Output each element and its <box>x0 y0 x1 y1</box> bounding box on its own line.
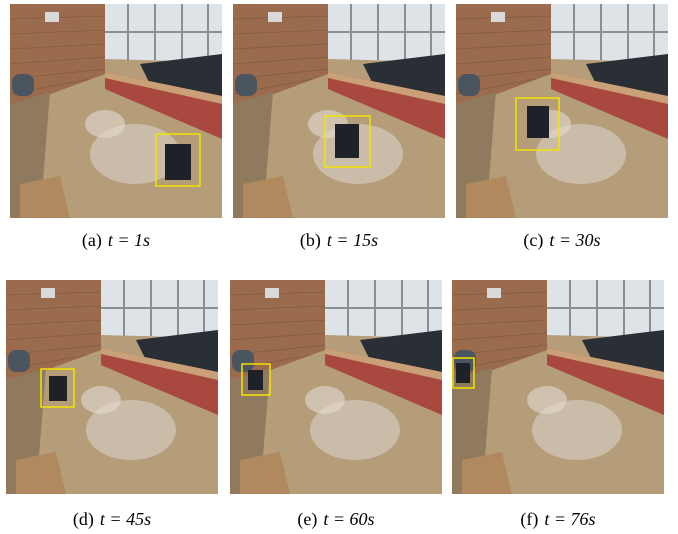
caption-label: (a) <box>82 230 102 250</box>
caption: (b) t = 15s <box>224 230 454 251</box>
photo <box>10 4 222 218</box>
caption-equation: t = 15s <box>327 230 378 250</box>
caption: (c) t = 30s <box>447 230 677 251</box>
caption-label: (f) <box>520 509 538 529</box>
caption-equation: t = 76s <box>544 509 595 529</box>
caption: (d) t = 45s <box>0 509 227 530</box>
caption-equation: t = 45s <box>100 509 151 529</box>
caption-equation: t = 30s <box>549 230 600 250</box>
photo <box>456 4 668 218</box>
photo <box>233 4 445 218</box>
photo <box>6 280 218 494</box>
caption-label: (d) <box>73 509 94 529</box>
caption-equation: t = 1s <box>108 230 150 250</box>
caption-label: (e) <box>297 509 317 529</box>
caption: (a) t = 1s <box>1 230 231 251</box>
caption-label: (b) <box>300 230 321 250</box>
caption: (e) t = 60s <box>221 509 451 530</box>
photo <box>452 280 664 494</box>
caption: (f) t = 76s <box>443 509 673 530</box>
caption-label: (c) <box>523 230 543 250</box>
caption-equation: t = 60s <box>323 509 374 529</box>
figure: (a) t = 1s (b) t = 15s (c) t = 30s (d) t = 4… <box>0 0 678 534</box>
photo <box>230 280 442 494</box>
